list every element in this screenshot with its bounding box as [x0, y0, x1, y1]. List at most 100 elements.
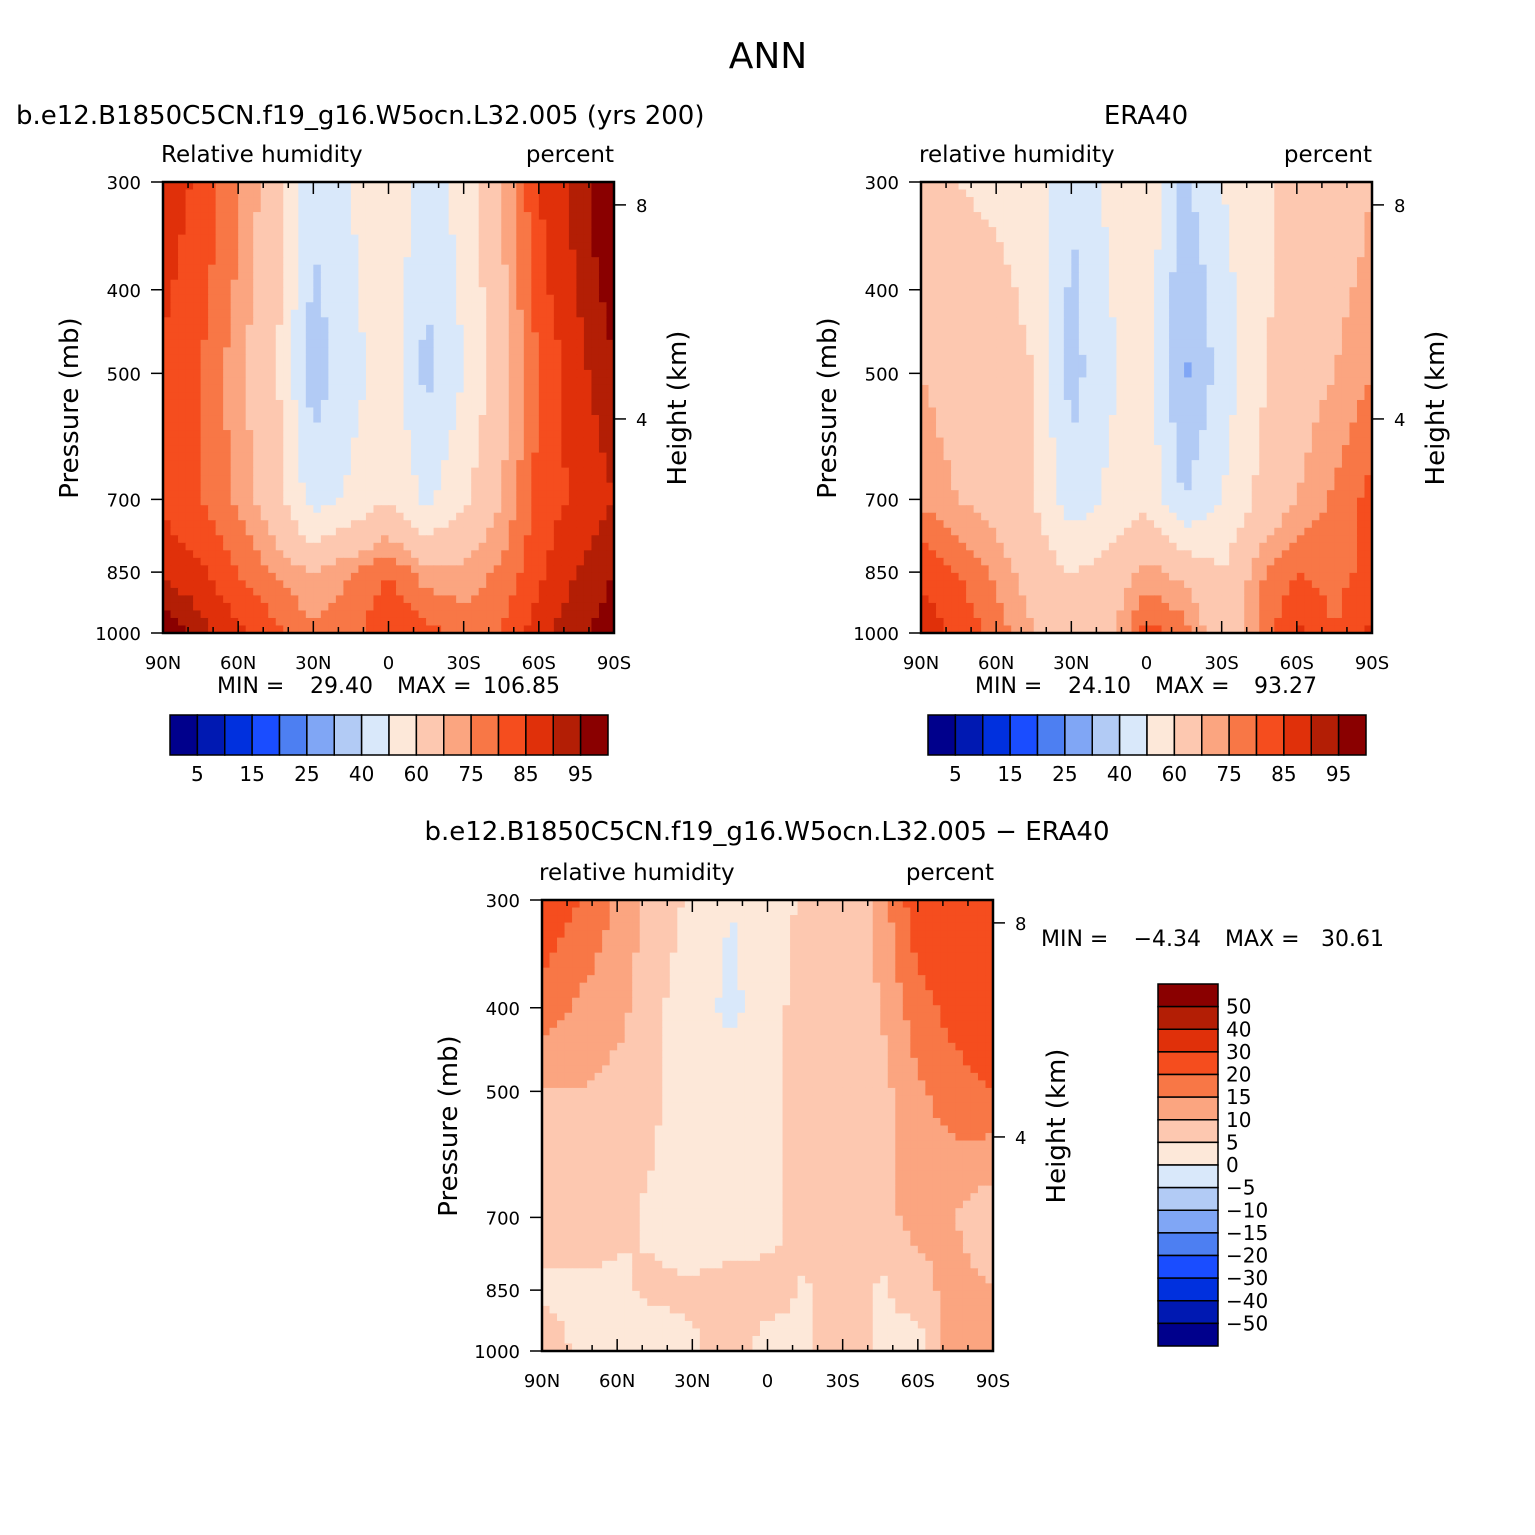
contour-cell [531, 354, 540, 363]
contour-cell [1199, 332, 1208, 341]
contour-cell [921, 242, 930, 251]
contour-cell [508, 354, 517, 363]
contour-cell [230, 279, 239, 288]
contour-cell [185, 264, 194, 273]
contour-cell [1086, 182, 1095, 191]
contour-cell [268, 264, 277, 273]
contour-cell [456, 204, 465, 213]
contour-cell [523, 347, 532, 356]
contour-cell [1341, 317, 1351, 326]
contour-cell [223, 339, 232, 348]
contour-cell [1003, 279, 1012, 288]
contour-cell [591, 430, 600, 439]
contour-cell [411, 497, 420, 506]
contour-cell [290, 354, 299, 363]
contour-cell [1206, 257, 1215, 266]
contour-cell [200, 535, 209, 544]
contour-cell [253, 242, 262, 251]
contour-cell [260, 557, 269, 566]
contour-cell [433, 610, 442, 619]
contour-cell [373, 272, 382, 281]
colorbar-label: 95 [568, 762, 593, 786]
contour-cell [1003, 204, 1012, 213]
contour-cell [1138, 197, 1148, 206]
contour-cell [1116, 272, 1125, 281]
contour-cell [568, 197, 578, 206]
contour-cell [1011, 227, 1020, 236]
contour-cell [1026, 272, 1035, 281]
contour-cell [463, 572, 472, 581]
contour-cell [463, 309, 472, 318]
contour-cell [268, 362, 277, 371]
contour-cell [1259, 212, 1268, 221]
contour-cell [365, 460, 375, 469]
contour-cell [523, 249, 532, 258]
contour-cell [523, 369, 532, 379]
contour-cell [456, 542, 465, 551]
contour-cell [583, 617, 593, 627]
contour-cell [223, 369, 232, 379]
contour-cell [973, 279, 982, 288]
contour-cell [170, 557, 179, 566]
contour-cell [178, 369, 187, 379]
contour-cell [418, 347, 427, 356]
contour-cell [298, 625, 307, 634]
contour-cell [298, 219, 307, 228]
contour-cell [441, 362, 450, 371]
contour-cell [1003, 197, 1012, 206]
contour-cell [606, 227, 615, 236]
contour-cell [313, 550, 322, 559]
contour-cell [373, 430, 382, 439]
contour-cell [426, 242, 435, 251]
contour-cell [568, 445, 578, 454]
contour-cell [223, 294, 232, 303]
contour-cell [1018, 324, 1027, 333]
contour-cell [365, 497, 375, 506]
contour-cell [1266, 249, 1275, 258]
contour-cell [591, 377, 600, 386]
contour-cell [185, 294, 194, 303]
contour-cell [583, 287, 593, 296]
contour-cell [591, 542, 600, 551]
contour-cell [283, 572, 292, 581]
contour-cell [591, 467, 600, 476]
contour-cell [958, 182, 967, 191]
contour-cell [516, 197, 525, 206]
contour-cell [1356, 332, 1366, 341]
contour-cell [193, 399, 202, 409]
contour-cell [373, 587, 382, 597]
contour-cell [238, 242, 247, 251]
contour-cell [260, 272, 269, 281]
contour-cell [1221, 272, 1230, 281]
contour-cell [598, 422, 608, 431]
contour-cell [283, 595, 292, 604]
contour-cell [1304, 264, 1313, 273]
contour-cell [350, 475, 360, 484]
contour-cell [531, 317, 540, 326]
contour-cell [313, 460, 322, 469]
contour-cell [193, 437, 202, 446]
contour-cell [516, 399, 525, 409]
contour-cell [546, 242, 555, 251]
contour-cell [508, 294, 517, 303]
contour-cell [1244, 212, 1253, 221]
contour-cell [508, 452, 517, 461]
contour-cell [283, 527, 292, 536]
contour-cell [193, 339, 202, 348]
contour-cell [426, 542, 435, 551]
contour-cell [553, 272, 562, 281]
contour-cell [1326, 324, 1336, 333]
contour-cell [245, 302, 254, 311]
contour-cell [335, 520, 344, 529]
contour-cell [988, 219, 997, 228]
contour-cell [988, 324, 997, 333]
contour-cell [606, 287, 615, 296]
contour-cell [373, 242, 382, 251]
colorbar-swatch [525, 714, 554, 756]
contour-cell [268, 497, 277, 506]
contour-cell [193, 490, 202, 499]
contour-cell [546, 550, 555, 559]
contour-cell [411, 219, 420, 228]
contour-cell [1018, 264, 1027, 273]
contour-cell [486, 610, 495, 619]
